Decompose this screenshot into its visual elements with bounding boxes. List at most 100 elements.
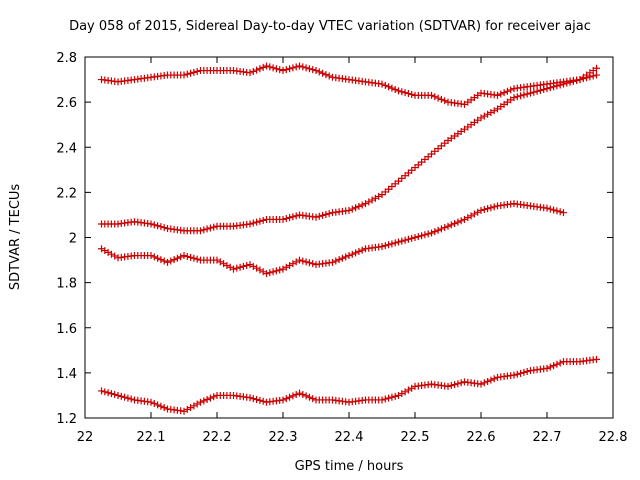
data-point — [292, 391, 300, 399]
data-point — [560, 80, 567, 88]
data-point — [348, 250, 356, 258]
data-point — [286, 393, 294, 401]
data-point — [477, 380, 485, 388]
data-point — [164, 258, 171, 266]
data-point — [474, 208, 482, 216]
data-point — [107, 390, 115, 398]
data-point — [431, 93, 439, 101]
data-point — [190, 402, 198, 410]
series-satellite-a — [98, 62, 600, 108]
data-point — [272, 65, 280, 73]
data-point — [401, 236, 409, 244]
data-point — [398, 88, 406, 96]
data-point — [276, 66, 284, 74]
data-point — [259, 216, 267, 224]
x-tick-label: 22.3 — [269, 430, 298, 445]
data-point — [444, 382, 452, 390]
data-point — [543, 85, 551, 93]
data-point — [203, 225, 211, 233]
data-point — [371, 194, 379, 202]
data-point — [325, 210, 333, 218]
data-point — [256, 396, 264, 404]
data-point — [569, 77, 577, 85]
data-point — [395, 238, 402, 246]
data-point — [517, 92, 525, 100]
data-point — [246, 220, 254, 228]
data-point — [147, 398, 155, 406]
y-tick-label: 2.8 — [56, 51, 77, 66]
data-point — [157, 223, 165, 231]
plot-frame — [84, 56, 614, 419]
data-point — [299, 391, 307, 399]
data-point — [352, 249, 360, 257]
data-point — [305, 259, 313, 267]
data-point — [233, 264, 241, 272]
x-tick-label: 22.2 — [203, 430, 232, 445]
data-point — [381, 81, 389, 89]
data-point — [487, 204, 495, 212]
data-point — [312, 67, 320, 75]
data-point — [117, 392, 125, 400]
data-point — [523, 368, 531, 376]
data-point — [282, 263, 290, 271]
data-point — [266, 269, 274, 277]
data-point — [510, 94, 518, 102]
data-point — [276, 266, 284, 274]
data-point — [560, 209, 567, 217]
data-point — [98, 387, 105, 395]
data-point — [447, 382, 455, 390]
data-point — [457, 217, 465, 225]
data-point — [500, 89, 508, 97]
data-point — [279, 67, 287, 75]
data-point — [193, 255, 201, 263]
data-point — [187, 404, 195, 412]
data-point — [289, 64, 297, 72]
data-point — [378, 396, 386, 404]
data-point — [490, 203, 498, 211]
data-point — [444, 222, 452, 230]
x-tick-label: 22.5 — [401, 430, 430, 445]
data-point — [404, 235, 412, 243]
data-point — [437, 225, 445, 233]
data-point — [566, 78, 574, 86]
data-point — [457, 379, 465, 387]
data-point — [513, 370, 521, 378]
data-point — [246, 394, 254, 402]
data-point — [121, 393, 129, 401]
data-point — [553, 360, 561, 368]
data-point — [543, 204, 551, 212]
y-tick-label: 1.6 — [56, 322, 77, 337]
data-point — [263, 62, 270, 70]
data-point — [206, 394, 214, 402]
data-point — [177, 253, 185, 261]
data-point — [206, 224, 214, 232]
data-point — [536, 86, 544, 94]
data-point — [480, 206, 488, 214]
data-point — [220, 260, 228, 268]
data-point — [395, 87, 402, 95]
data-point — [253, 218, 261, 226]
data-point — [183, 70, 191, 78]
data-point — [378, 80, 386, 88]
data-point — [520, 368, 528, 376]
data-point — [286, 214, 294, 222]
data-point — [243, 261, 251, 269]
series-satellite-b — [98, 64, 600, 235]
data-point — [315, 68, 323, 76]
data-point — [398, 237, 406, 245]
data-point — [490, 107, 498, 115]
data-point — [546, 363, 554, 371]
data-point — [543, 364, 551, 372]
data-point — [190, 254, 198, 262]
data-point — [322, 210, 330, 218]
data-point — [183, 405, 191, 413]
data-point — [477, 206, 485, 214]
chart-title: Day 058 of 2015, Sidereal Day-to-day VTE… — [69, 19, 591, 34]
data-point — [510, 371, 518, 379]
data-point — [279, 396, 287, 404]
data-point — [213, 256, 221, 264]
data-point — [289, 260, 297, 268]
data-point — [200, 397, 208, 405]
data-point — [282, 215, 290, 223]
data-point — [513, 93, 521, 101]
